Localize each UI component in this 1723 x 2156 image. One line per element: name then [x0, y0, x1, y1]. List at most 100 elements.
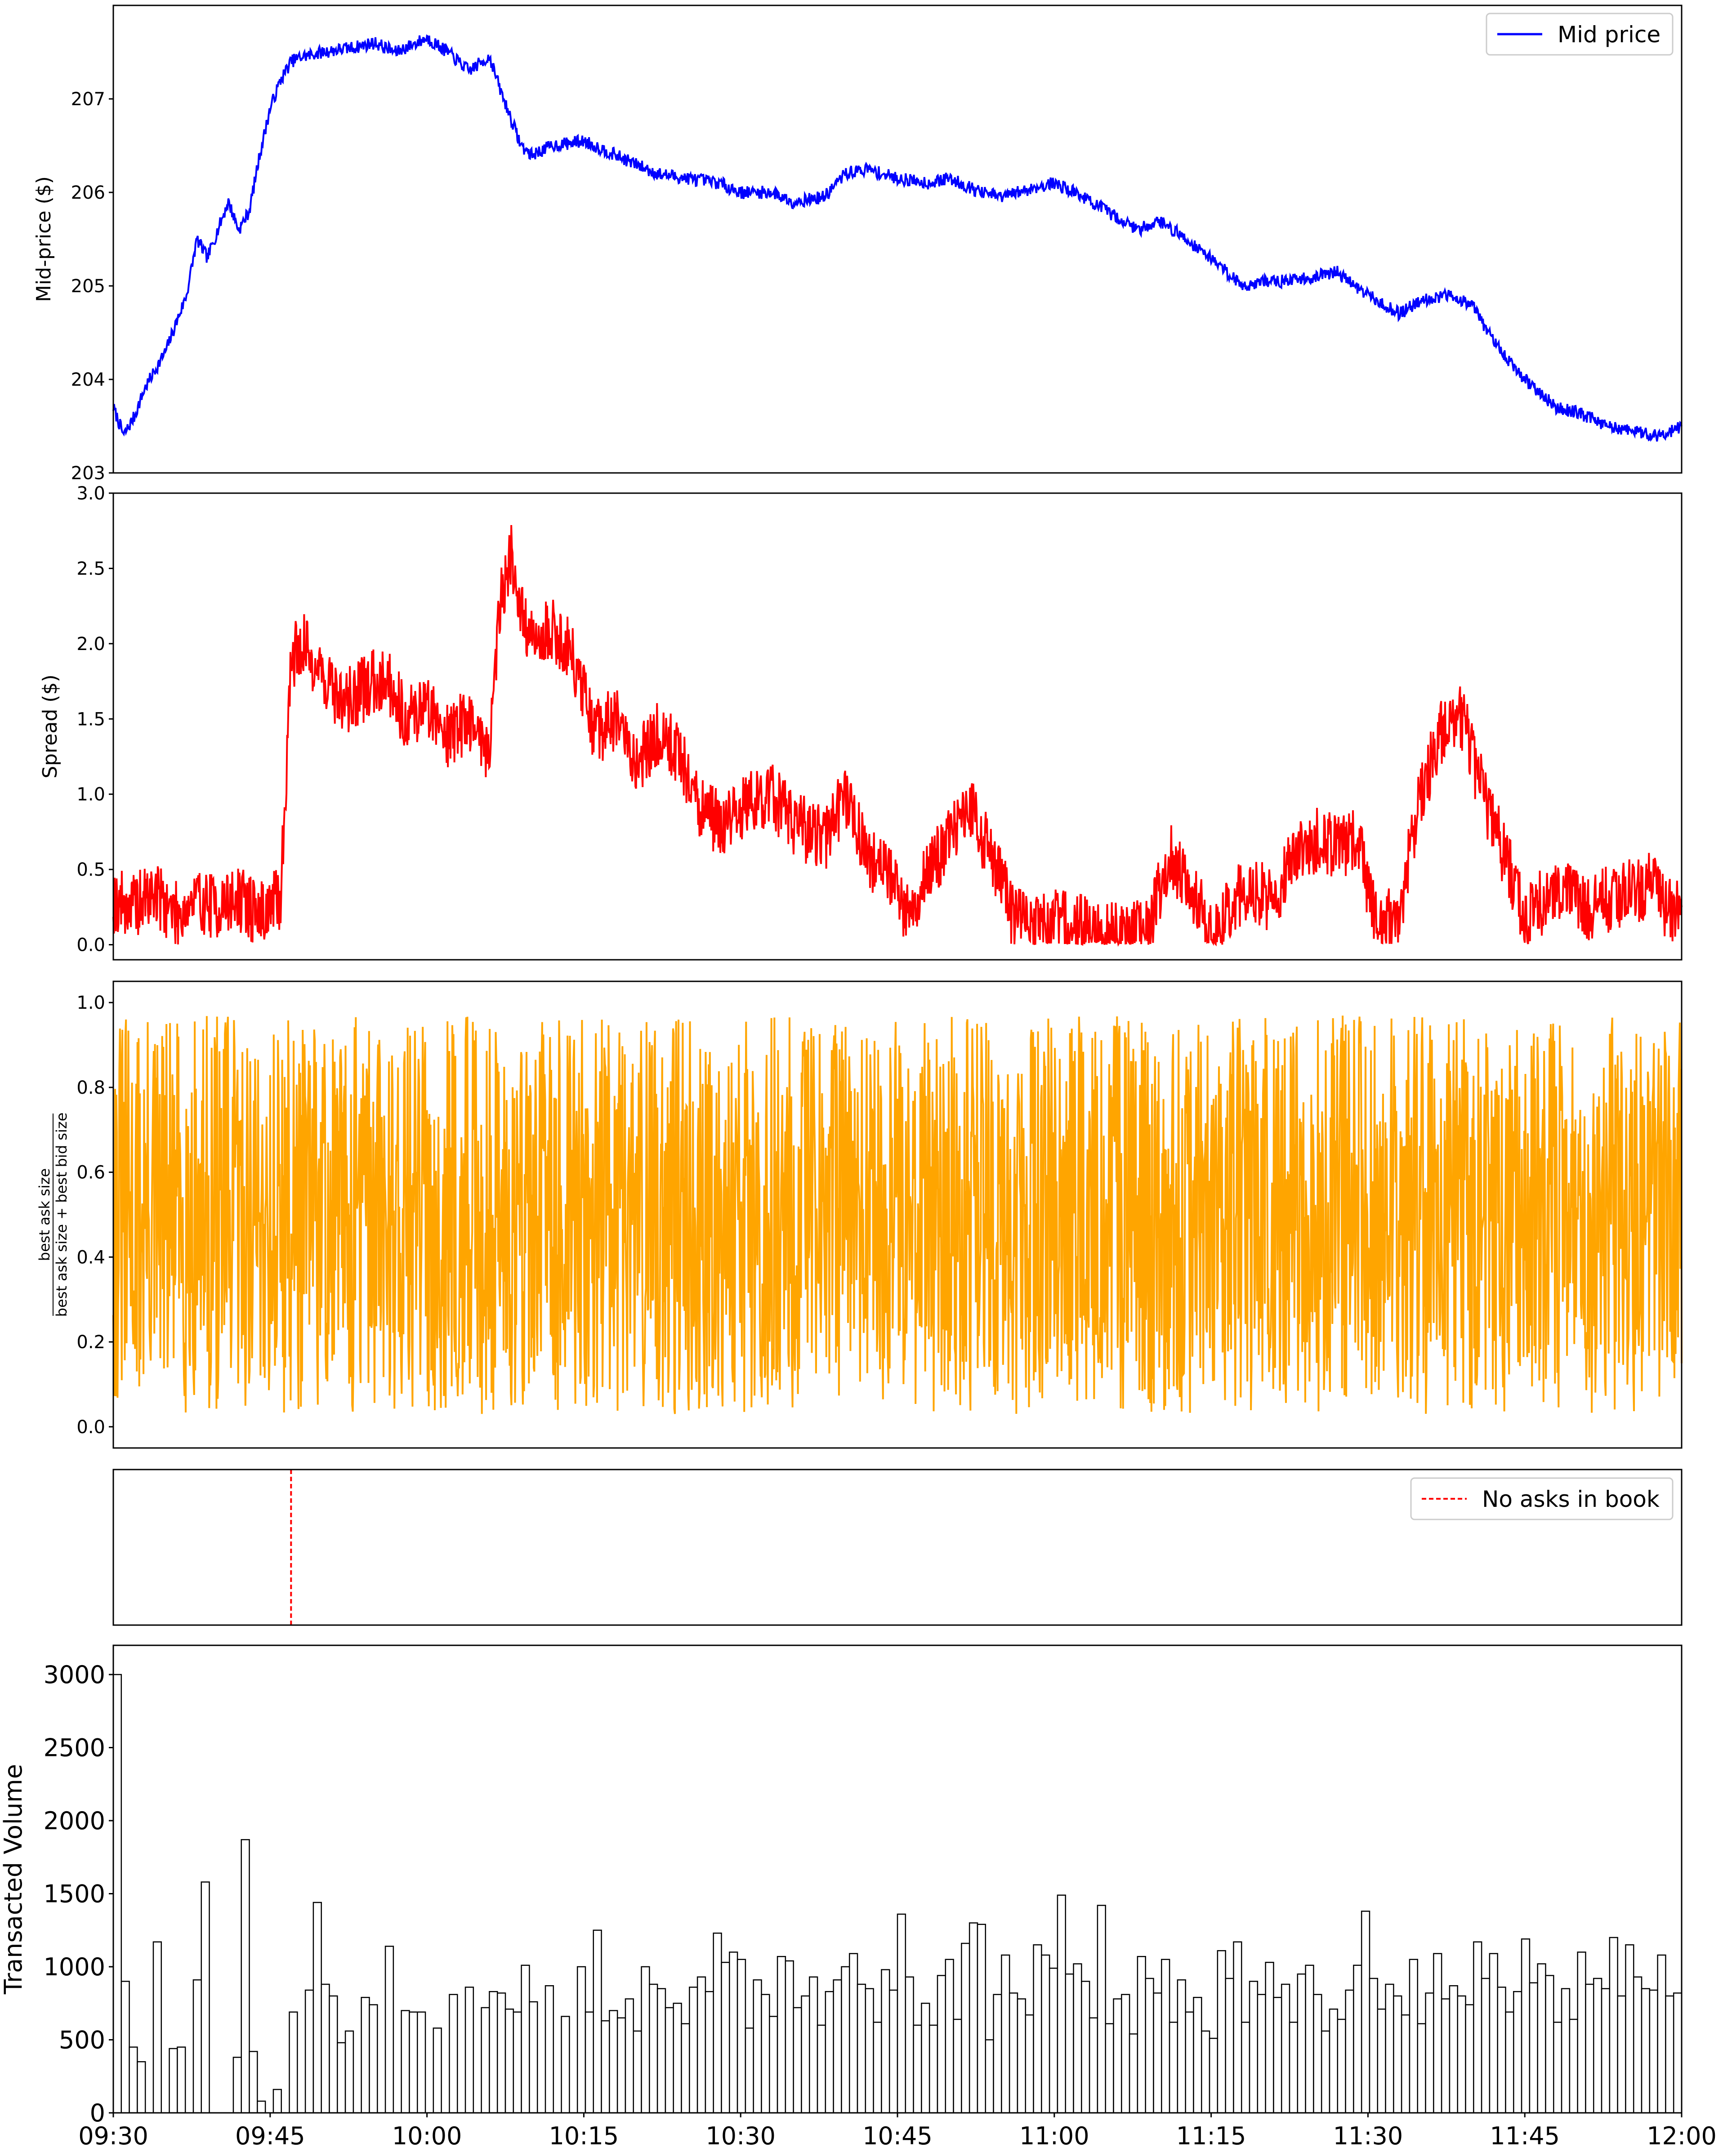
p3-y-label-numerator: best ask size: [36, 1168, 53, 1261]
volume-bar: [905, 1976, 914, 2114]
y-tick-label: 1.5: [76, 709, 105, 730]
volume-bar: [521, 1964, 530, 2114]
volume-bar: [1625, 1944, 1634, 2114]
volume-bar: [873, 2022, 882, 2114]
volume-bar: [344, 2030, 354, 2114]
y-tick-label: 203: [71, 463, 105, 484]
p2-frame: [112, 492, 1683, 961]
volume-bar: [513, 2011, 522, 2114]
volume-bar: [232, 2057, 242, 2114]
volume-bar: [1129, 2033, 1138, 2114]
volume-bar: [1449, 1985, 1458, 2114]
volume-bar: [1289, 2022, 1299, 2114]
p4-legend: No asks in book: [1410, 1477, 1674, 1520]
y-tick-label: 0.0: [76, 935, 105, 956]
volume-bar: [1513, 1991, 1522, 2114]
volume-bar: [737, 1959, 746, 2114]
volume-bar: [529, 2001, 538, 2114]
y-tick-label: 205: [71, 276, 105, 297]
volume-bar: [833, 1979, 842, 2114]
x-tick-label: 10:15: [549, 2122, 619, 2150]
p2-y-axis-label: Spread ($): [39, 674, 62, 778]
volume-bar: [576, 1966, 586, 2114]
volume-bar: [913, 2024, 922, 2114]
mid-price-line: [112, 34, 1683, 442]
volume-bar: [585, 2011, 594, 2114]
volume-bar: [881, 1969, 890, 2114]
volume-bar: [1081, 1981, 1090, 2114]
volume-bar: [561, 2016, 570, 2114]
volume-bar: [1345, 1989, 1354, 2114]
volume-bar: [369, 2004, 378, 2114]
volume-bar: [1041, 1954, 1050, 2114]
volume-bar: [433, 2027, 442, 2114]
volume-bar: [1273, 1997, 1282, 2114]
y-tick-label: 2000: [44, 1807, 105, 1835]
volume-bar: [1577, 1951, 1586, 2114]
y-tick-label: 3000: [44, 1661, 105, 1689]
p5-bars: [112, 1674, 1683, 2114]
volume-bar: [1497, 1987, 1506, 2114]
y-tick-label: 1500: [44, 1880, 105, 1908]
volume-bar: [1561, 1988, 1571, 2114]
volume-bar: [1473, 1941, 1482, 2114]
y-tick-label: 1000: [44, 1953, 105, 1981]
y-tick-label: 2500: [44, 1734, 105, 1762]
volume-bar: [257, 2100, 266, 2114]
volume-bar: [1329, 2009, 1339, 2114]
volume-bar: [1073, 1963, 1082, 2114]
volume-bar: [177, 2046, 186, 2114]
volume-bar: [1553, 2022, 1562, 2114]
volume-bar: [985, 2039, 994, 2114]
volume-bar: [1217, 1950, 1226, 2114]
volume-bar: [865, 1988, 874, 2114]
p5-y-ticks: 0 500 1000 1500 2000 2500 3000: [44, 1661, 113, 2127]
y-tick-label: 0.5: [76, 860, 105, 880]
volume-bar: [1201, 2030, 1210, 2114]
volume-bar: [1425, 1992, 1434, 2114]
volume-bar: [192, 1979, 202, 2114]
x-tick-label: 09:30: [78, 2122, 148, 2150]
p1-legend-label: Mid price: [1558, 22, 1661, 48]
volume-bar: [1545, 1975, 1554, 2114]
volume-bar: [825, 1991, 834, 2114]
volume-bar: [1193, 1997, 1202, 2114]
volume-bar: [1481, 1978, 1491, 2114]
volume-bar: [1321, 2030, 1330, 2114]
volume-bar: [857, 1983, 866, 2114]
volume-bar: [953, 2018, 962, 2114]
volume-bar: [1385, 1983, 1394, 2114]
volume-bar: [169, 2048, 178, 2114]
y-tick-label: 0.6: [76, 1163, 105, 1183]
volume-bar: [785, 1960, 794, 2114]
volume-bar: [1145, 1978, 1154, 2114]
volume-bar: [801, 1995, 810, 2114]
volume-bar: [1009, 1992, 1018, 2114]
volume-bar: [1601, 1988, 1611, 2114]
p1-legend-box: [1486, 13, 1674, 56]
panel-imbalance: 0.0 0.2 0.4 0.6 0.8 1.0 best ask size best as…: [36, 980, 1683, 1449]
volume-bar: [121, 1981, 130, 2114]
volume-bar: [1305, 1964, 1314, 2114]
x-tick-label: 11:30: [1333, 2122, 1403, 2150]
p3-y-axis-label: best ask size best ask size + best bid s…: [36, 1113, 70, 1317]
volume-bar: [897, 1913, 906, 2114]
volume-bar: [449, 1994, 458, 2114]
volume-bar: [1177, 1979, 1186, 2114]
p2-y-ticks: 0.0 0.5 1.0 1.5 2.0 2.5 3.0: [76, 483, 113, 956]
y-tick-label: 204: [71, 370, 105, 390]
volume-bar: [681, 2023, 690, 2114]
volume-bar: [705, 1991, 714, 2114]
volume-bar: [921, 2003, 930, 2114]
volume-bar: [761, 1994, 770, 2114]
volume-bar: [1281, 1983, 1290, 2114]
p1-y-ticks: 203 204 205 206 207: [71, 89, 113, 484]
volume-bar: [1489, 1953, 1498, 2114]
volume-bar: [361, 1997, 370, 2114]
volume-bar: [152, 1941, 162, 2114]
volume-bar: [304, 1989, 314, 2114]
volume-bar: [665, 2007, 674, 2114]
volume-bar: [1433, 1953, 1442, 2114]
volume-bar: [337, 2042, 346, 2114]
